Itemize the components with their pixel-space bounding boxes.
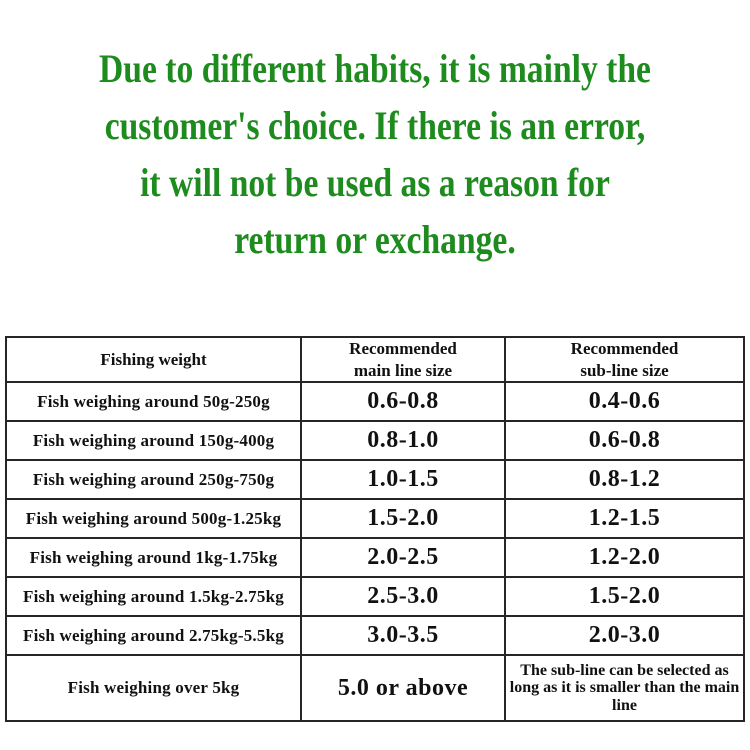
fishing-weight-cell: Fish weighing around 250g-750g (5, 459, 302, 500)
sub-line-cell: 0.6-0.8 (504, 420, 745, 461)
header-fishing-weight: Fishing weight (5, 336, 302, 383)
disclaimer-text: Due to different habits, it is mainly th… (0, 0, 750, 268)
main-line-cell: 2.5-3.0 (300, 576, 506, 617)
main-line-cell: 0.6-0.8 (300, 381, 506, 422)
table-row: Fish weighing around 1.5kg-2.75kg 2.5-3.… (5, 576, 745, 617)
table-row: Fish weighing around 150g-400g 0.8-1.0 0… (5, 420, 745, 461)
table-row: Fish weighing around 1kg-1.75kg 2.0-2.5 … (5, 537, 745, 578)
sub-line-cell: 0.8-1.2 (504, 459, 745, 500)
fishing-weight-cell: Fish weighing around 50g-250g (5, 381, 302, 422)
sub-line-cell: 1.2-1.5 (504, 498, 745, 539)
sub-line-cell: 2.0-3.0 (504, 615, 745, 656)
main-line-cell: 2.0-2.5 (300, 537, 506, 578)
table-row: Fish weighing around 2.75kg-5.5kg 3.0-3.… (5, 615, 745, 656)
fishing-weight-cell: Fish weighing around 500g-1.25kg (5, 498, 302, 539)
table-row: Fish weighing over 5kg 5.0 or above The … (5, 654, 745, 722)
table-row: Fish weighing around 250g-750g 1.0-1.5 0… (5, 459, 745, 500)
fishing-weight-cell: Fish weighing around 150g-400g (5, 420, 302, 461)
main-line-cell: 3.0-3.5 (300, 615, 506, 656)
disclaimer-line-2: customer's choice. If there is an error, (104, 103, 646, 148)
main-line-cell: 1.0-1.5 (300, 459, 506, 500)
main-line-cell: 5.0 or above (300, 654, 506, 722)
disclaimer-line-3: it will not be used as a reason for (140, 160, 610, 205)
sub-line-cell: 1.5-2.0 (504, 576, 745, 617)
sub-line-cell: 1.2-2.0 (504, 537, 745, 578)
disclaimer-line-1: Due to different habits, it is mainly th… (99, 46, 651, 91)
table-row: Fish weighing around 500g-1.25kg 1.5-2.0… (5, 498, 745, 539)
table-header-row: Fishing weight Recommended main line siz… (5, 336, 745, 383)
line-size-table: Fishing weight Recommended main line siz… (5, 336, 745, 722)
fishing-weight-cell: Fish weighing around 1kg-1.75kg (5, 537, 302, 578)
fishing-weight-cell: Fish weighing around 2.75kg-5.5kg (5, 615, 302, 656)
main-line-cell: 1.5-2.0 (300, 498, 506, 539)
header-main-line-size: Recommended main line size (300, 336, 506, 383)
disclaimer-line-4: return or exchange. (234, 217, 516, 262)
sub-line-note-cell: The sub-line can be selected as long as … (504, 654, 745, 722)
sub-line-cell: 0.4-0.6 (504, 381, 745, 422)
main-line-cell: 0.8-1.0 (300, 420, 506, 461)
table-row: Fish weighing around 50g-250g 0.6-0.8 0.… (5, 381, 745, 422)
fishing-weight-cell: Fish weighing over 5kg (5, 654, 302, 722)
fishing-weight-cell: Fish weighing around 1.5kg-2.75kg (5, 576, 302, 617)
header-sub-line-size: Recommended sub-line size (504, 336, 745, 383)
